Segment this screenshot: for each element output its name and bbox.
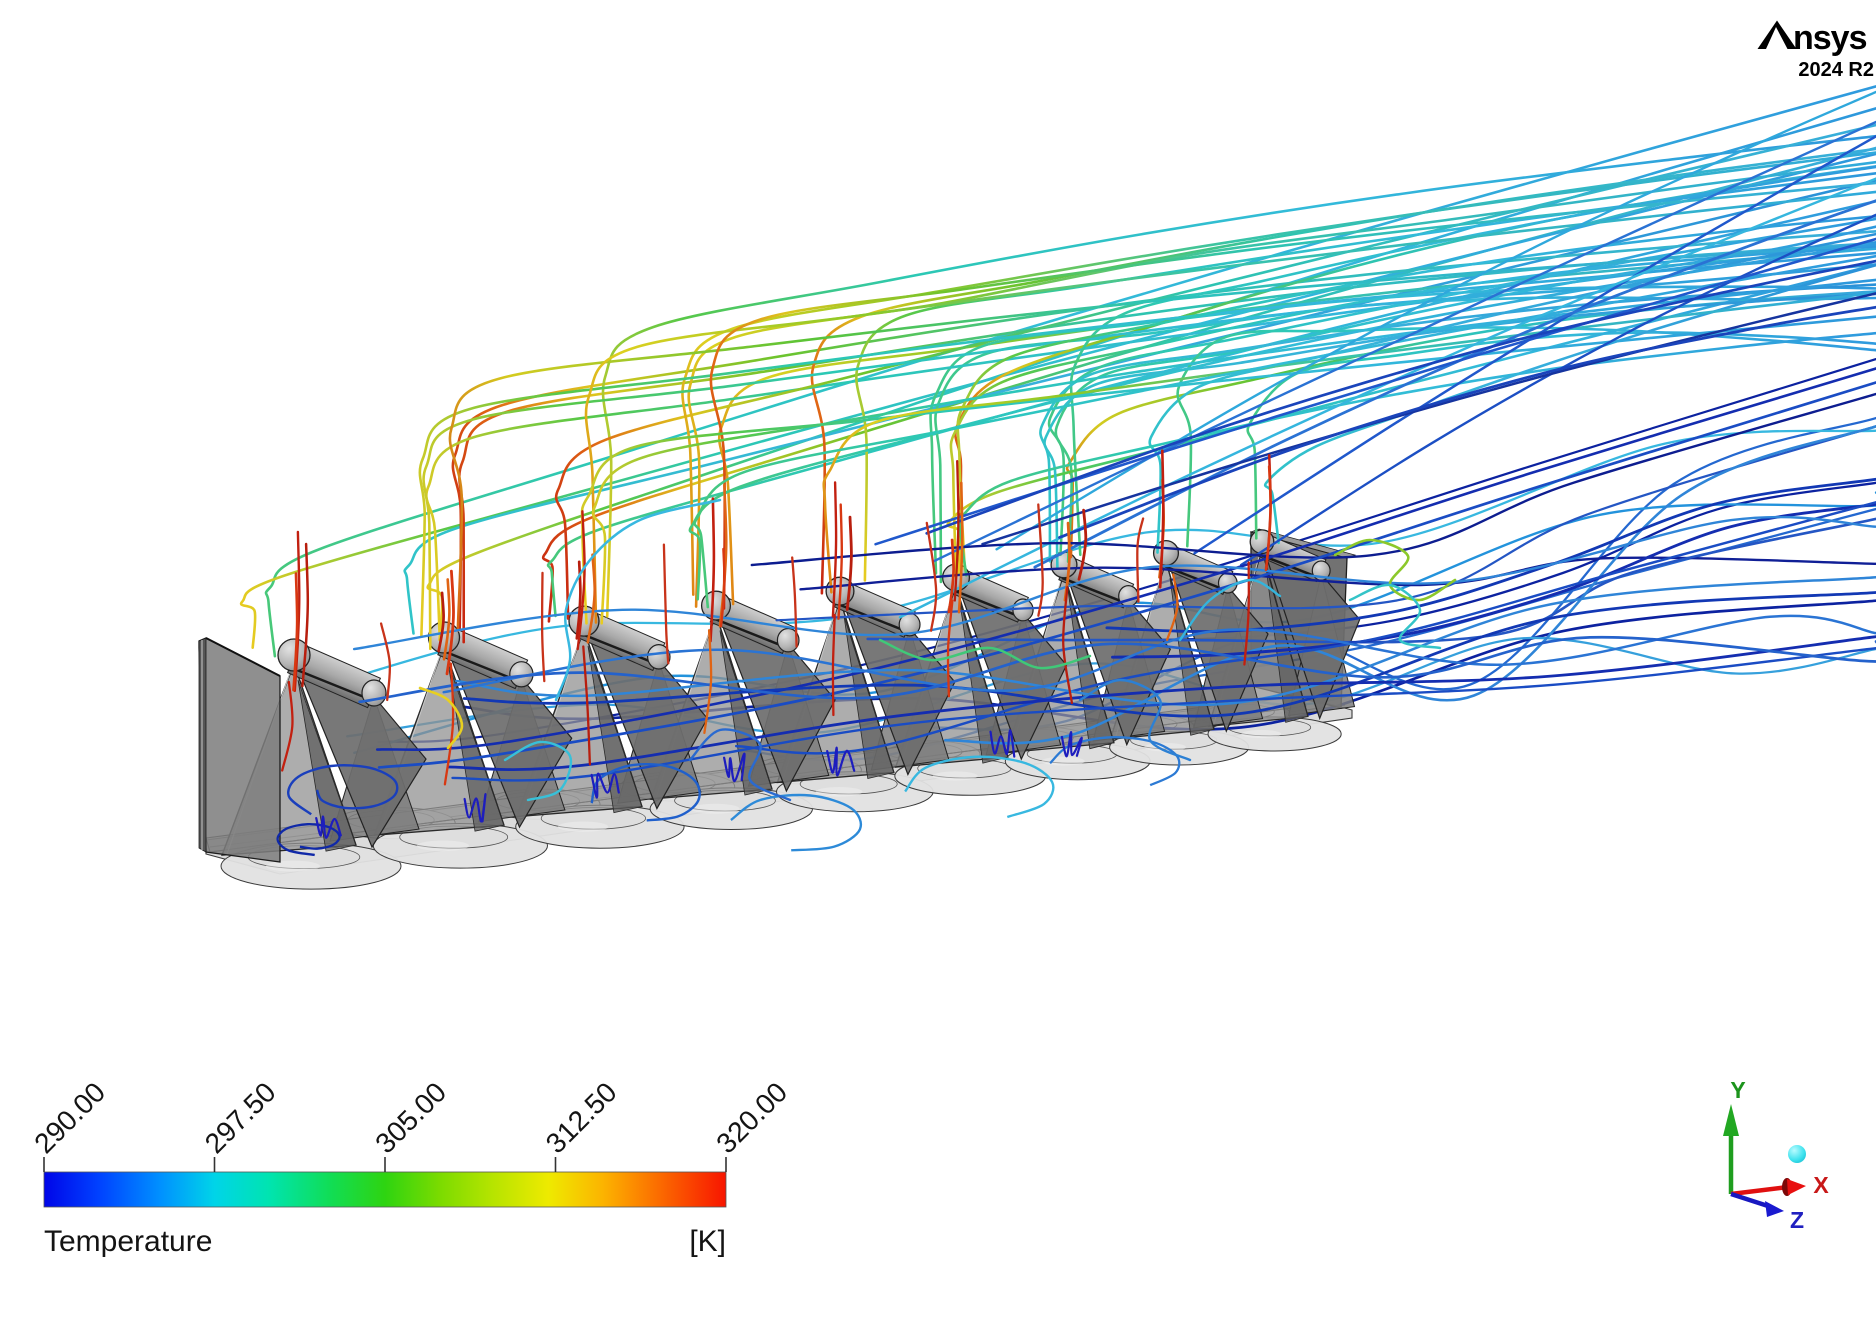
svg-text:Z: Z bbox=[1790, 1207, 1804, 1233]
svg-text:2024 R2: 2024 R2 bbox=[1798, 59, 1874, 81]
svg-text:X: X bbox=[1813, 1172, 1829, 1198]
svg-text:Y: Y bbox=[1730, 1077, 1745, 1103]
svg-text:nsys: nsys bbox=[1793, 19, 1867, 57]
svg-text:Temperature: Temperature bbox=[44, 1225, 212, 1258]
svg-text:[K]: [K] bbox=[689, 1225, 726, 1258]
